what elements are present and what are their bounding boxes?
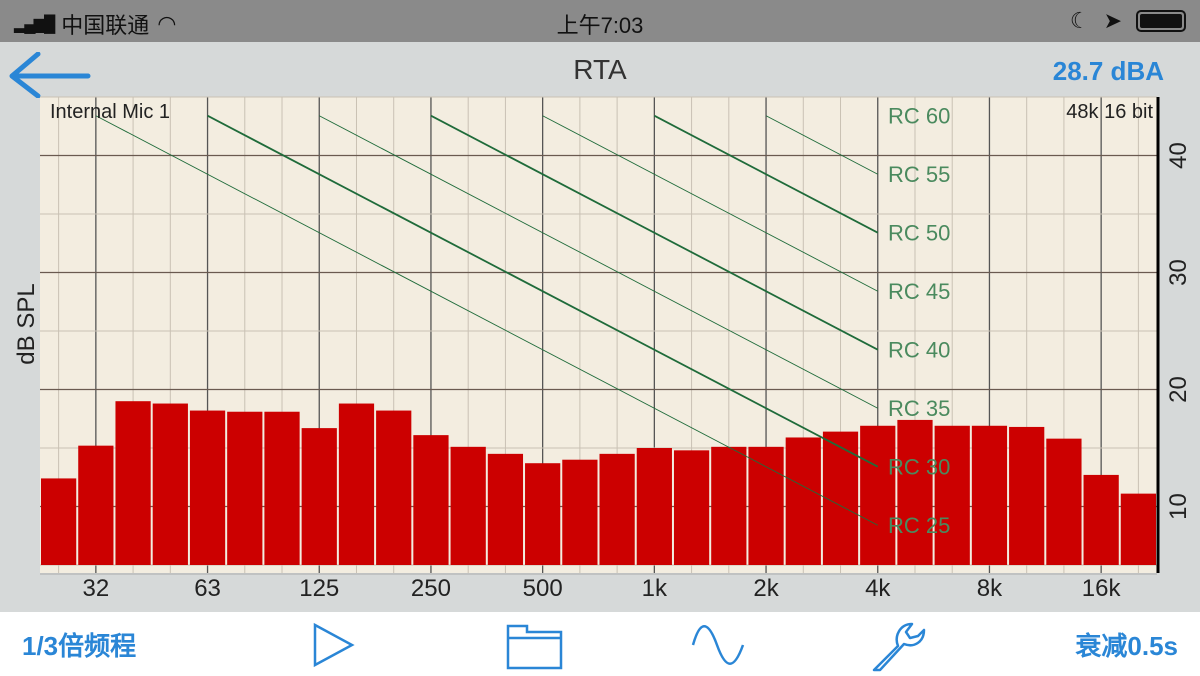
rc-curve <box>430 114 879 351</box>
rc-curve <box>542 115 878 292</box>
format-label: 48k 16 bit <box>1066 101 1153 123</box>
page-title: RTA <box>573 54 627 85</box>
rc-label: RC 50 <box>888 221 950 246</box>
spectrum-bar <box>450 446 486 565</box>
spectrum-bar <box>1046 438 1082 565</box>
spectrum-bar <box>152 403 188 565</box>
spectrum-bar <box>711 446 747 565</box>
decay-button[interactable]: 衰减0.5s <box>1075 631 1178 661</box>
carrier: 中国联通 <box>61 13 150 38</box>
rc-curve <box>319 115 878 409</box>
y-tick-label: 30 <box>1165 259 1192 286</box>
spectrum-bar <box>971 425 1008 565</box>
spectrum-bar <box>78 445 114 565</box>
spectrum-bar <box>41 478 77 565</box>
sine-wave-icon[interactable] <box>690 622 746 668</box>
location-icon: ➤ <box>1103 8 1122 33</box>
x-tick-label: 2k <box>753 575 779 602</box>
rc-label: RC 60 <box>888 104 950 129</box>
spectrum-bar <box>822 431 859 565</box>
x-tick-label: 16k <box>1082 575 1122 602</box>
status-bar: ▂▄▆█ 中国联通 ◠ 上午7:03 ☾ ➤ <box>0 0 1200 42</box>
rc-label: RC 40 <box>888 338 950 363</box>
spectrum-bar <box>115 401 151 565</box>
battery-icon <box>1136 10 1186 32</box>
x-tick-label: 4k <box>865 575 891 602</box>
back-arrow-icon[interactable] <box>6 52 92 98</box>
spectrum-bar <box>599 453 635 565</box>
toolbar: 1/3倍频程 衰减0.5s <box>0 612 1200 676</box>
spectrum-bar <box>338 403 375 565</box>
wrench-icon[interactable] <box>868 618 928 674</box>
spectrum-bar <box>934 425 970 565</box>
spectrum-bar <box>413 435 449 565</box>
spectrum-bar <box>785 437 821 565</box>
rc-curve <box>95 115 878 526</box>
rc-label: RC 25 <box>888 513 950 538</box>
moon-icon: ☾ <box>1069 8 1090 33</box>
bandwidth-button[interactable]: 1/3倍频程 <box>22 631 137 661</box>
rc-label: RC 55 <box>888 162 950 187</box>
y-tick-label: 20 <box>1165 376 1192 403</box>
spectrum-bar <box>1009 426 1045 565</box>
spectrum-bar <box>264 411 300 565</box>
rc-label: RC 35 <box>888 396 950 421</box>
clock: 上午7:03 <box>556 13 644 38</box>
nav-header: RTA 28.7 dBA <box>0 42 1200 98</box>
spectrum-bar <box>525 463 561 565</box>
rc-label: RC 45 <box>888 279 950 304</box>
x-tick-label: 250 <box>411 575 451 602</box>
spectrum-bar <box>301 428 337 565</box>
rta-chart: RC 60 RC 55 RC 50 RC 45 RC 40 RC 35 RC 30 RC 25… <box>40 96 1192 602</box>
rc-curve <box>765 115 878 175</box>
input-label: Internal Mic 1 <box>50 101 170 123</box>
rc-curve <box>653 114 879 234</box>
plot-area <box>40 97 1157 573</box>
wifi-icon: ◠ <box>157 11 177 36</box>
x-tick-label: 8k <box>977 575 1003 602</box>
spectrum-bar <box>487 453 524 565</box>
y-tick-label: 40 <box>1165 142 1192 169</box>
spectrum-bar <box>1120 493 1156 565</box>
x-tick-label: 63 <box>194 575 221 602</box>
folder-icon[interactable] <box>505 622 565 670</box>
spectrum-bar <box>748 446 784 565</box>
play-icon[interactable] <box>310 622 356 668</box>
spectrum-bar <box>673 450 710 565</box>
signal-icon: ▂▄▆█ <box>14 16 55 33</box>
dba-level: 28.7 dBA <box>1052 56 1164 86</box>
x-tick-label: 32 <box>82 575 109 602</box>
rc-label: RC 30 <box>888 455 950 480</box>
spectrum-bar <box>376 410 412 565</box>
x-tick-label: 500 <box>523 575 563 602</box>
spectrum-bar <box>562 459 598 565</box>
spectrum-bar <box>189 410 226 565</box>
y-tick-label: 10 <box>1165 493 1192 520</box>
spectrum-bar <box>897 419 933 565</box>
spectrum-bar <box>227 411 263 565</box>
spectrum-bar <box>860 425 896 565</box>
rc-curve <box>207 114 879 468</box>
x-tick-label: 1k <box>642 575 668 602</box>
spectrum-bar <box>1083 474 1119 565</box>
x-tick-label: 125 <box>299 575 339 602</box>
spectrum-bar <box>636 448 672 565</box>
